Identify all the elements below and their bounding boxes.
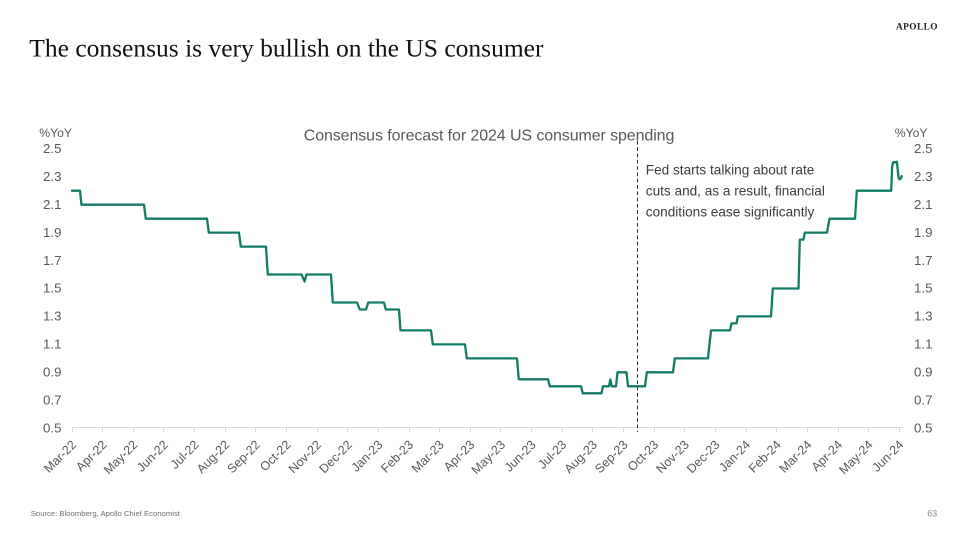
svg-text:Jan-24: Jan-24 bbox=[716, 438, 753, 475]
svg-text:May-24: May-24 bbox=[836, 438, 875, 477]
svg-text:Fed starts talking about rate: Fed starts talking about rate bbox=[646, 163, 815, 178]
svg-text:Nov-23: Nov-23 bbox=[654, 438, 692, 476]
svg-text:Jun-23: Jun-23 bbox=[502, 438, 539, 475]
svg-text:%YoY: %YoY bbox=[39, 126, 72, 140]
svg-text:2.5: 2.5 bbox=[914, 141, 933, 156]
svg-text:Aug-22: Aug-22 bbox=[194, 438, 232, 476]
svg-text:0.7: 0.7 bbox=[43, 393, 62, 408]
svg-text:1.7: 1.7 bbox=[43, 253, 62, 268]
svg-text:0.9: 0.9 bbox=[914, 365, 933, 380]
svg-text:1.1: 1.1 bbox=[914, 337, 933, 352]
svg-text:The consensus is very bullish: The consensus is very bullish on the US … bbox=[29, 34, 544, 63]
svg-text:1.5: 1.5 bbox=[43, 281, 62, 296]
svg-text:Jun-22: Jun-22 bbox=[134, 438, 171, 475]
svg-text:May-22: May-22 bbox=[101, 438, 140, 477]
svg-text:Mar-23: Mar-23 bbox=[409, 438, 447, 476]
svg-text:1.7: 1.7 bbox=[914, 253, 933, 268]
svg-text:1.3: 1.3 bbox=[43, 309, 62, 324]
svg-text:Sep-22: Sep-22 bbox=[225, 438, 263, 476]
svg-text:Mar-24: Mar-24 bbox=[777, 438, 815, 476]
svg-text:Consensus forecast for 2024 US: Consensus forecast for 2024 US consumer … bbox=[304, 128, 675, 145]
svg-text:0.5: 0.5 bbox=[914, 420, 933, 435]
svg-text:1.3: 1.3 bbox=[914, 309, 933, 324]
svg-text:Sep-23: Sep-23 bbox=[592, 438, 630, 476]
svg-text:Mar-22: Mar-22 bbox=[41, 438, 79, 476]
svg-text:2.1: 2.1 bbox=[914, 197, 933, 212]
svg-text:Nov-22: Nov-22 bbox=[286, 438, 324, 476]
svg-text:2.1: 2.1 bbox=[43, 197, 62, 212]
svg-text:cuts and, as a result, financi: cuts and, as a result, financial bbox=[646, 184, 825, 199]
svg-text:1.9: 1.9 bbox=[914, 225, 933, 240]
svg-text:Jun-24: Jun-24 bbox=[869, 438, 906, 475]
svg-text:63: 63 bbox=[927, 509, 937, 519]
svg-text:1.5: 1.5 bbox=[914, 281, 933, 296]
svg-text:conditions ease significantly: conditions ease significantly bbox=[646, 205, 815, 220]
svg-text:May-23: May-23 bbox=[469, 438, 508, 477]
svg-text:Source: Bloomberg, Apollo Chie: Source: Bloomberg, Apollo Chief Economis… bbox=[31, 509, 181, 518]
svg-text:0.7: 0.7 bbox=[914, 393, 933, 408]
svg-text:Jan-23: Jan-23 bbox=[349, 438, 386, 475]
svg-text:Feb-23: Feb-23 bbox=[378, 438, 416, 476]
svg-text:1.1: 1.1 bbox=[43, 337, 62, 352]
svg-text:APOLLO: APOLLO bbox=[896, 22, 938, 32]
svg-text:1.9: 1.9 bbox=[43, 225, 62, 240]
svg-text:2.3: 2.3 bbox=[914, 169, 933, 184]
svg-text:2.3: 2.3 bbox=[43, 169, 62, 184]
svg-text:2.5: 2.5 bbox=[43, 141, 62, 156]
svg-text:Dec-23: Dec-23 bbox=[684, 438, 722, 476]
svg-text:Feb-24: Feb-24 bbox=[746, 438, 784, 476]
svg-text:%YoY: %YoY bbox=[895, 126, 928, 140]
svg-text:Dec-22: Dec-22 bbox=[317, 438, 355, 476]
svg-text:0.9: 0.9 bbox=[43, 365, 62, 380]
svg-text:Aug-23: Aug-23 bbox=[562, 438, 600, 476]
svg-text:0.5: 0.5 bbox=[43, 420, 62, 435]
